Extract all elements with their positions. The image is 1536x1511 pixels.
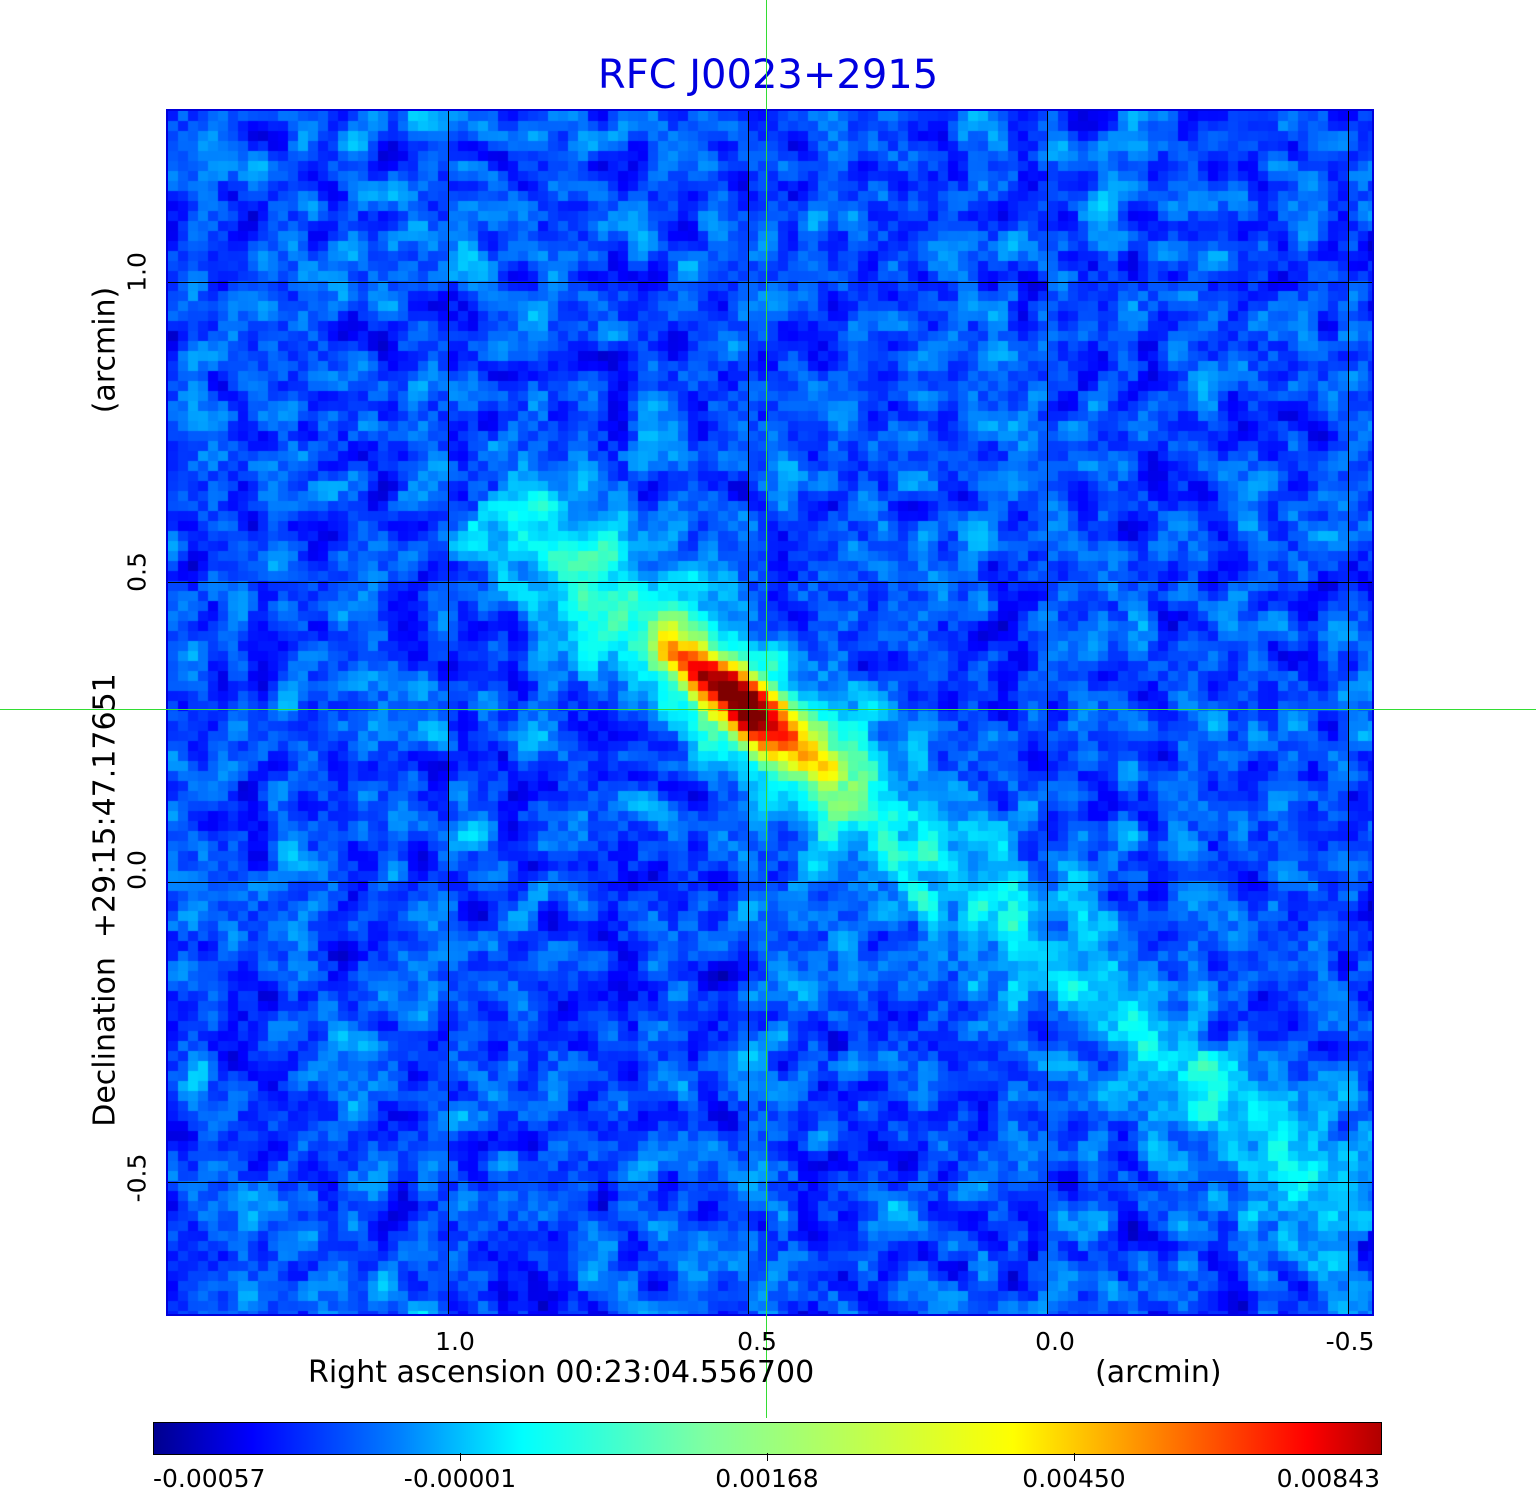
y-axis-label: Declination +29:15:47.17651: [87, 673, 123, 1127]
colorbar-tick: [767, 1453, 768, 1461]
colorbar-tick: [460, 1453, 461, 1461]
colorbar-tick-label: 0.00843: [1276, 1464, 1380, 1493]
grid-line-y: [168, 582, 1372, 583]
grid-line-x: [1047, 111, 1048, 1314]
grid-line-y: [168, 282, 1372, 283]
colorbar: [153, 1422, 1382, 1455]
colorbar-tick-label: -0.00001: [403, 1464, 517, 1493]
x-tick-label: 0.0: [1035, 1327, 1075, 1356]
plot-title: RFC J0023+2915: [597, 52, 939, 98]
y-tick-label: 1.0: [122, 252, 152, 292]
heatmap-image: [168, 111, 1372, 1314]
plot-frame: [166, 109, 1374, 1316]
y-tick-label: 0.0: [122, 850, 152, 890]
x-tick-label: -0.5: [1325, 1327, 1375, 1356]
grid-line-x: [448, 111, 449, 1314]
x-tick-label: 1.0: [435, 1327, 475, 1356]
x-axis-unit: (arcmin): [1095, 1355, 1222, 1390]
grid-line-y: [168, 882, 1372, 883]
x-axis-label: Right ascension 00:23:04.556700: [308, 1355, 815, 1390]
colorbar-tick-label: 0.00450: [1022, 1464, 1126, 1493]
colorbar-tick-label: -0.00057: [153, 1464, 266, 1493]
y-tick-label: -0.5: [122, 1153, 152, 1203]
y-tick-label: 0.5: [122, 552, 152, 592]
grid-line-x: [1348, 111, 1349, 1314]
y-axis-unit: (arcmin): [87, 286, 123, 414]
grid-line-x: [748, 111, 749, 1314]
colorbar-tick-label: 0.00168: [715, 1464, 819, 1493]
crosshair-horizontal: [0, 709, 1536, 710]
x-tick-label: 0.5: [737, 1327, 777, 1356]
grid-line-y: [168, 1182, 1372, 1183]
colorbar-tick: [1074, 1453, 1075, 1461]
